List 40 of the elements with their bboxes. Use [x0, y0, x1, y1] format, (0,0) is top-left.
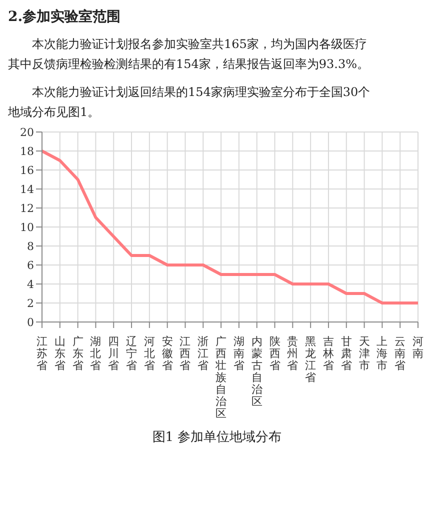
x-tick-label: 天津市 [358, 336, 370, 372]
y-tick-label: 0 [27, 316, 34, 329]
x-tick-label: 云南省 [394, 336, 406, 372]
x-tick-label: 吉林省 [322, 335, 334, 372]
text: 地域分布见图1。 [8, 104, 101, 121]
x-tick-label: 浙江省 [198, 335, 209, 372]
x-tick-label: 四川省 [108, 336, 120, 372]
text: 本次能力验证计划返回结果的154家病理实验室分布于全国30个 [31, 84, 372, 101]
y-tick-label: 8 [27, 240, 34, 253]
caption: 图1 参加单位地域分布 [151, 429, 283, 446]
y-tick-label: 2 [27, 296, 34, 310]
x-tick-label: 广西壮族自治区 [214, 335, 227, 420]
x-tick-label: 上海市 [376, 335, 388, 372]
x-tick-label: 河北省 [144, 336, 155, 372]
text: 本次能力验证计划报名参加实验室共165家，均为国内各级医疗 [31, 36, 368, 53]
y-tick-label: 14 [20, 182, 34, 196]
y-tick-label: 10 [20, 220, 34, 234]
x-tick-label: 内蒙古自治区 [251, 335, 262, 408]
x-tick-label: 辽宁省 [126, 336, 138, 372]
x-tick-label: 湖南省 [233, 336, 244, 372]
x-tick-label: 黑龙江省 [305, 336, 316, 384]
chart-title: 2.参加实验室范围 [8, 8, 122, 26]
x-tick-label: 安徽省 [162, 335, 173, 372]
x-tick-label: 山东省 [54, 335, 66, 372]
x-tick-label: 湖北省 [90, 336, 102, 372]
x-tick-label: 江西省 [180, 336, 191, 372]
y-tick-label: 16 [20, 164, 34, 177]
x-tick-label: 江苏省 [36, 336, 48, 372]
x-tick-label: 河南 [412, 336, 424, 360]
x-tick-label: 甘肃省 [340, 335, 352, 372]
x-tick-label: 广东省 [72, 335, 84, 372]
y-tick-label: 12 [20, 202, 34, 215]
y-tick-label: 4 [27, 278, 34, 291]
y-tick-label: 6 [27, 258, 34, 272]
y-tick-label: 20 [20, 126, 34, 139]
y-tick-label: 18 [20, 144, 34, 158]
text: 其中反馈病理检验检测结果的有154家，结果报告返回率为93.3%。 [8, 56, 370, 73]
line-series [40, 150, 420, 304]
x-tick-label: 陕西省 [269, 336, 280, 372]
x-tick-label: 贵州省 [287, 335, 298, 372]
